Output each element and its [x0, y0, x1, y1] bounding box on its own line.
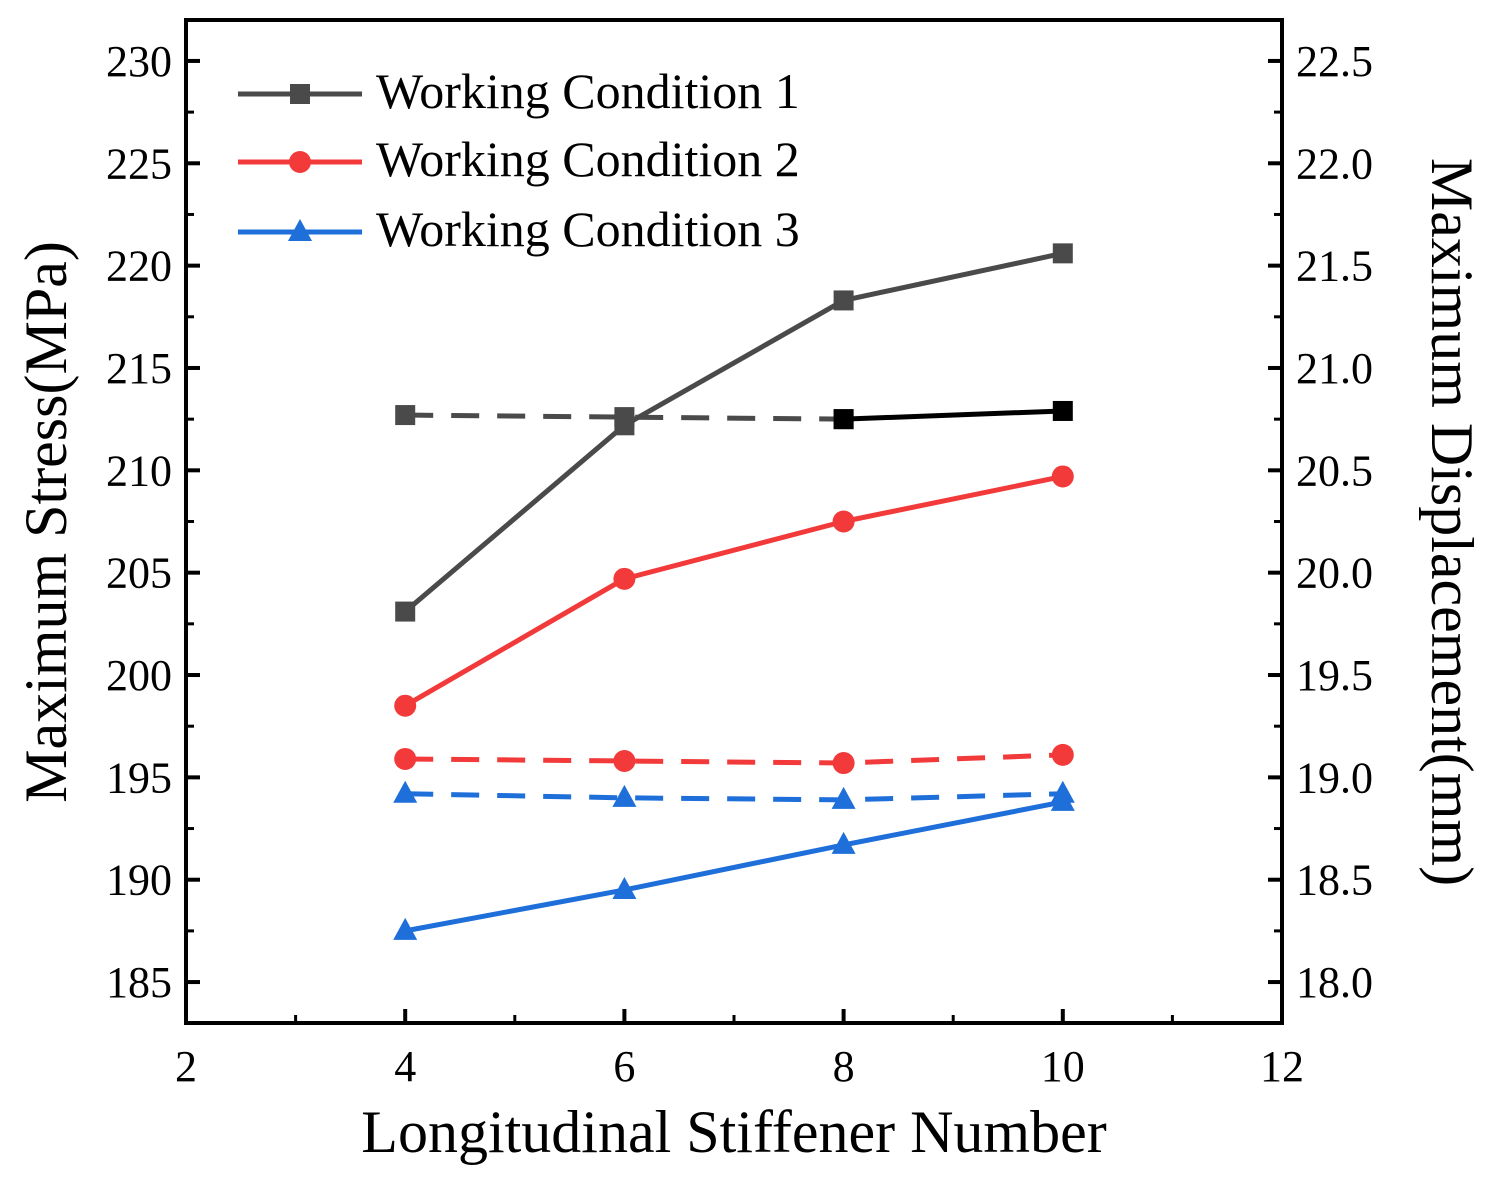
y-tick-label: 200 — [106, 651, 172, 700]
legend-label-3: Working Condition 3 — [376, 201, 800, 257]
y-tick-label: 220 — [106, 242, 172, 291]
x-tick-label: 8 — [833, 1042, 855, 1091]
y-tick-label: 215 — [106, 344, 172, 393]
data-point — [832, 752, 855, 775]
series-line — [404, 799, 1064, 934]
data-point — [613, 567, 636, 590]
data-point — [614, 407, 635, 428]
data-point — [612, 876, 637, 899]
y2-tick-label: 22.5 — [1296, 37, 1373, 86]
legend-label-2: Working Condition 2 — [376, 131, 800, 187]
series-6 — [394, 743, 1074, 775]
legend-swatch-marker — [288, 219, 312, 241]
x-tick-label: 2 — [175, 1042, 197, 1091]
x-tick-label: 10 — [1041, 1042, 1085, 1091]
series-line — [403, 474, 1064, 708]
data-point — [832, 510, 855, 533]
data-point — [394, 694, 417, 717]
x-tick-label: 6 — [613, 1042, 635, 1091]
series-layer — [393, 243, 1075, 940]
y2-tick-label: 18.0 — [1296, 958, 1373, 1007]
legend-swatch-marker — [289, 151, 311, 173]
y2-tick-label: 21.0 — [1296, 344, 1373, 393]
y2-tick-label: 21.5 — [1296, 242, 1373, 291]
data-point — [833, 409, 854, 430]
data-point — [395, 405, 416, 426]
y2-tick-label: 19.0 — [1296, 753, 1373, 802]
data-point — [1050, 780, 1075, 803]
y-tick-label: 195 — [106, 753, 172, 802]
data-point — [1051, 465, 1074, 488]
series-7 — [393, 780, 1075, 809]
y-tick-label: 205 — [106, 549, 172, 598]
y-axis-title: Maximum Stress(MPa) — [13, 241, 79, 803]
series-4 — [395, 405, 854, 430]
y-tick-label: 185 — [106, 958, 172, 1007]
data-point — [1052, 400, 1073, 421]
y2-axis-title: Maximum Displacement(mm) — [1419, 158, 1485, 886]
series-5 — [833, 400, 1073, 430]
y-tick-label: 210 — [106, 446, 172, 495]
x-tick-label: 4 — [394, 1042, 416, 1091]
data-point — [831, 786, 856, 809]
y-tick-label: 230 — [106, 37, 172, 86]
data-point — [613, 749, 636, 772]
y-tick-label: 190 — [106, 856, 172, 905]
series-line — [405, 791, 1063, 803]
legend-swatch-marker — [290, 84, 310, 104]
data-point — [831, 831, 856, 854]
data-point — [833, 290, 854, 311]
y-tick-label: 225 — [106, 139, 172, 188]
series-1 — [395, 243, 1073, 622]
data-point — [394, 747, 417, 770]
legend: Working Condition 1 Working Condition 2 … — [238, 63, 800, 257]
series-line — [405, 412, 844, 422]
y2-tick-label: 20.0 — [1296, 549, 1373, 598]
ticks-layer: 2 4 6 8 10 12 185 190 195 200 205 210 215 220 225 230 18… — [106, 37, 1373, 1091]
data-point — [1052, 243, 1073, 264]
x-tick-label: 12 — [1260, 1042, 1304, 1091]
data-point — [1051, 743, 1074, 766]
series-3 — [393, 788, 1075, 940]
series-line — [843, 408, 1063, 422]
series-2 — [394, 465, 1074, 717]
data-point — [395, 601, 416, 622]
series-line — [405, 752, 1063, 766]
y2-tick-label: 18.5 — [1296, 856, 1373, 905]
y2-tick-label: 20.5 — [1296, 446, 1373, 495]
data-point — [393, 917, 418, 940]
series-line — [403, 250, 1064, 614]
y2-tick-label: 22.0 — [1296, 139, 1373, 188]
x-axis-title: Longitudinal Stiffener Number — [361, 1099, 1106, 1165]
data-point — [393, 780, 418, 803]
legend-label-1: Working Condition 1 — [376, 63, 800, 119]
data-point — [612, 784, 637, 807]
y2-tick-label: 19.5 — [1296, 651, 1373, 700]
